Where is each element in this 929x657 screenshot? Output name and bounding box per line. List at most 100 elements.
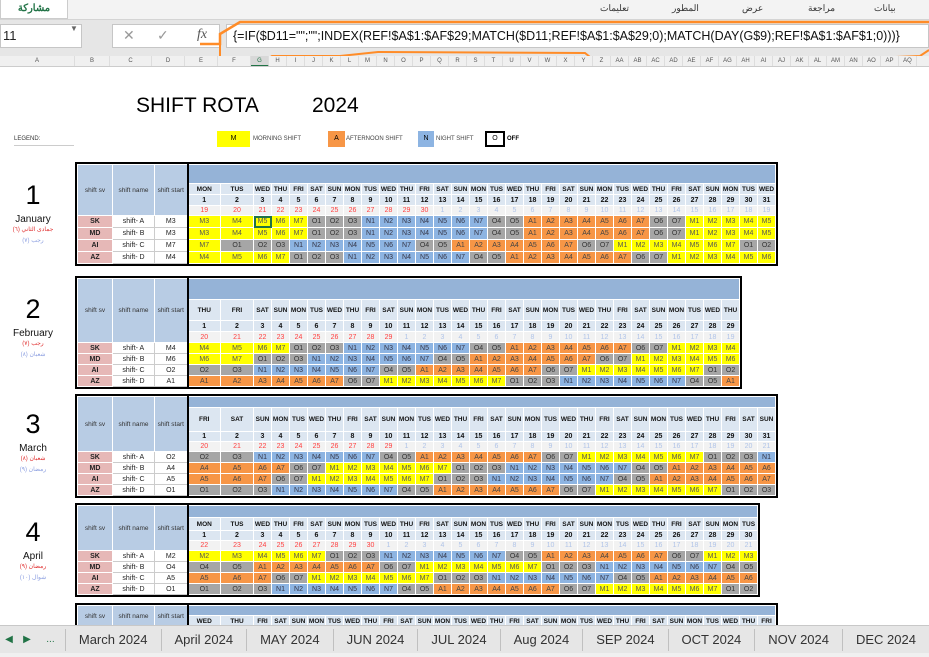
shift-cell[interactable]: O5 bbox=[487, 251, 506, 264]
shift-cell[interactable]: M6 bbox=[397, 473, 416, 485]
shift-cell[interactable]: M1 bbox=[685, 215, 704, 228]
shift-cell[interactable]: M6 bbox=[703, 239, 722, 252]
column-header-ah[interactable]: AH bbox=[737, 56, 755, 66]
shift-cell[interactable]: O1 bbox=[289, 342, 308, 354]
column-header-n[interactable]: N bbox=[377, 56, 395, 66]
shift-cell[interactable]: A5 bbox=[186, 572, 221, 584]
shift-cell[interactable]: M5 bbox=[756, 215, 777, 228]
shift-cell[interactable]: M7 bbox=[186, 239, 221, 252]
shift-start-cell[interactable]: O1 bbox=[154, 583, 188, 595]
shift-cell[interactable]: A2 bbox=[667, 572, 686, 584]
column-header-a[interactable]: A bbox=[0, 56, 75, 66]
shift-cell[interactable]: M3 bbox=[361, 462, 380, 474]
shift-cell[interactable]: A5 bbox=[505, 484, 524, 496]
shift-cell[interactable]: A2 bbox=[685, 462, 704, 474]
shift-cell[interactable]: N4 bbox=[649, 561, 668, 573]
shift-cell[interactable]: A3 bbox=[487, 239, 506, 252]
shift-cell[interactable]: O3 bbox=[289, 353, 308, 365]
shift-cell[interactable]: N4 bbox=[415, 215, 434, 228]
shift-cell[interactable]: M4 bbox=[685, 353, 704, 365]
column-header-h[interactable]: H bbox=[269, 56, 287, 66]
shift-start-cell[interactable]: A4 bbox=[154, 462, 188, 474]
shift-cell[interactable]: M4 bbox=[220, 227, 254, 240]
shift-cell[interactable]: M2 bbox=[613, 484, 632, 496]
shift-start-cell[interactable]: A5 bbox=[154, 572, 188, 584]
shift-cell[interactable]: O2 bbox=[186, 364, 221, 376]
shift-cell[interactable]: O7 bbox=[361, 375, 380, 387]
shift-cell[interactable]: N3 bbox=[289, 364, 308, 376]
shift-cell[interactable]: M7 bbox=[271, 251, 290, 264]
shift-start-cell[interactable]: A5 bbox=[154, 473, 188, 485]
shift-cell[interactable]: M3 bbox=[667, 353, 686, 365]
shift-cell[interactable]: N6 bbox=[379, 239, 398, 252]
shift-cell[interactable]: N6 bbox=[343, 451, 362, 463]
shift-sv-cell[interactable]: AZ bbox=[77, 583, 113, 595]
shift-cell[interactable]: O4 bbox=[397, 484, 416, 496]
shift-cell[interactable]: N4 bbox=[415, 227, 434, 240]
shift-cell[interactable]: N6 bbox=[451, 215, 470, 228]
column-header-y[interactable]: Y bbox=[575, 56, 593, 66]
shift-cell[interactable]: M4 bbox=[433, 375, 452, 387]
shift-cell[interactable]: O2 bbox=[220, 484, 254, 496]
formula-input[interactable]: {=IF($D11="";"";INDEX(REF!$A$1:$AF$29;MA… bbox=[226, 24, 929, 48]
column-header-ai[interactable]: AI bbox=[755, 56, 773, 66]
shift-name-cell[interactable]: shift- A bbox=[112, 215, 155, 228]
column-header-ae[interactable]: AE bbox=[683, 56, 701, 66]
shift-cell[interactable]: N6 bbox=[595, 462, 614, 474]
shift-cell[interactable]: O2 bbox=[738, 583, 759, 595]
ribbon-tab[interactable]: بيانات bbox=[874, 3, 896, 13]
sheet-tab[interactable]: April 2024 bbox=[160, 628, 247, 651]
shift-cell[interactable]: N2 bbox=[361, 251, 380, 264]
shift-cell[interactable]: O2 bbox=[559, 561, 578, 573]
shift-cell[interactable]: N3 bbox=[397, 227, 416, 240]
shift-cell[interactable]: N7 bbox=[469, 227, 488, 240]
shift-name-cell[interactable]: shift- C bbox=[112, 364, 155, 376]
shift-cell[interactable]: N2 bbox=[325, 353, 344, 365]
shift-cell[interactable]: M3 bbox=[613, 364, 632, 376]
shift-cell[interactable]: A7 bbox=[253, 473, 272, 485]
shift-cell[interactable]: O4 bbox=[505, 550, 524, 562]
shift-name-cell[interactable]: shift- A bbox=[112, 342, 155, 354]
shift-cell[interactable]: N2 bbox=[397, 550, 416, 562]
enter-icon[interactable]: ✓ bbox=[157, 27, 169, 43]
shift-cell[interactable]: A2 bbox=[523, 251, 542, 264]
shift-cell[interactable]: O7 bbox=[559, 451, 578, 463]
shift-cell[interactable]: N5 bbox=[631, 375, 650, 387]
shift-cell[interactable]: O3 bbox=[220, 451, 254, 463]
shift-cell[interactable]: N7 bbox=[451, 251, 470, 264]
shift-cell[interactable]: M7 bbox=[523, 561, 542, 573]
shift-cell[interactable]: M2 bbox=[595, 451, 614, 463]
shift-cell[interactable]: A3 bbox=[559, 227, 578, 240]
shift-cell[interactable]: O2 bbox=[523, 375, 542, 387]
shift-cell[interactable]: A2 bbox=[469, 239, 488, 252]
shift-cell[interactable]: A6 bbox=[541, 239, 560, 252]
shift-cell[interactable]: N1 bbox=[271, 583, 290, 595]
shift-cell[interactable]: O2 bbox=[186, 451, 221, 463]
shift-name-cell[interactable]: shift- B bbox=[112, 353, 155, 365]
shift-cell[interactable]: O5 bbox=[738, 561, 759, 573]
shift-cell[interactable]: M6 bbox=[505, 561, 524, 573]
shift-cell[interactable]: O3 bbox=[220, 364, 254, 376]
shift-cell[interactable]: A4 bbox=[703, 473, 722, 485]
shift-cell[interactable]: M6 bbox=[469, 375, 488, 387]
shift-cell[interactable]: O2 bbox=[307, 251, 326, 264]
shift-cell[interactable]: A7 bbox=[756, 473, 777, 485]
shift-cell[interactable]: O7 bbox=[307, 462, 326, 474]
shift-cell[interactable]: O4 bbox=[685, 375, 704, 387]
shift-cell[interactable]: A3 bbox=[685, 572, 704, 584]
shift-cell[interactable]: O6 bbox=[379, 561, 398, 573]
shift-cell[interactable]: O6 bbox=[667, 550, 686, 562]
column-header-ak[interactable]: AK bbox=[791, 56, 809, 66]
shift-cell[interactable]: O7 bbox=[613, 353, 632, 365]
shift-cell[interactable]: O6 bbox=[577, 239, 596, 252]
tab-prev-button[interactable]: ◀ bbox=[5, 634, 13, 645]
shift-cell[interactable]: N7 bbox=[487, 550, 506, 562]
shift-start-cell[interactable]: M3 bbox=[154, 215, 188, 228]
shift-cell[interactable]: A6 bbox=[738, 572, 759, 584]
shift-cell[interactable]: A1 bbox=[505, 342, 524, 354]
shift-cell[interactable]: N7 bbox=[451, 342, 470, 354]
shift-cell[interactable]: N4 bbox=[361, 353, 380, 365]
shift-cell[interactable]: N5 bbox=[667, 561, 686, 573]
shift-cell[interactable]: O3 bbox=[343, 215, 362, 228]
shift-name-cell[interactable]: shift- B bbox=[112, 227, 155, 240]
